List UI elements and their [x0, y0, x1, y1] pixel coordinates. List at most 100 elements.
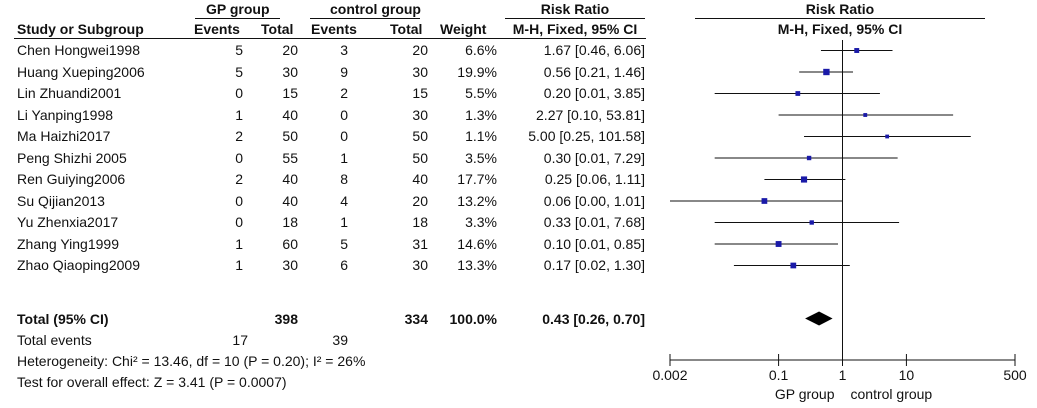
cell-e1: 0 [235, 85, 243, 101]
cell-name: Ren Guiying2006 [17, 171, 126, 187]
x-tick-label: 1 [839, 367, 847, 383]
cell-t2: 40 [412, 171, 428, 187]
group2-header: control group [330, 1, 421, 17]
cell-ci: 5.00 [0.25, 101.58] [528, 128, 645, 144]
cell-weight: 6.6% [465, 42, 497, 58]
cell-e2: 8 [340, 171, 348, 187]
cell-e2: 0 [340, 128, 348, 144]
cell-weight: 1.1% [465, 128, 497, 144]
cell-t2: 50 [412, 128, 428, 144]
cell-e1: 2 [235, 171, 243, 187]
cell-t1: 40 [282, 171, 298, 187]
plot-title-underline [695, 18, 985, 19]
cell-e1: 5 [235, 63, 243, 80]
group2-underline [310, 18, 420, 19]
cell-t2: 30 [412, 257, 428, 273]
heterogeneity-text: Heterogeneity: Chi² = 13.46, df = 10 (P … [17, 353, 366, 369]
x-label-left: GP group [775, 386, 835, 402]
cell-ci: 0.56 [0.21, 1.46] [543, 63, 645, 80]
cell-t2: 15 [412, 85, 428, 101]
cell-e2: 9 [340, 63, 348, 80]
x-tick-label: 500 [1003, 367, 1027, 383]
cell-name: Li Yanping1998 [17, 106, 114, 123]
effect-marker [806, 155, 812, 161]
cell-t2: 20 [412, 42, 428, 58]
cell-t1: 18 [282, 214, 298, 230]
cell-e1: 0 [235, 149, 243, 166]
cell-e2: 3 [340, 42, 348, 58]
cell-ci: 2.27 [0.10, 53.81] [536, 106, 645, 123]
total-weight: 100.0% [449, 311, 497, 327]
cell-weight: 17.7% [457, 171, 497, 187]
cell-ci: 1.67 [0.46, 6.06] [543, 42, 645, 58]
cell-t1: 30 [282, 63, 298, 80]
weight-header: Weight [440, 21, 487, 37]
cell-name: Ma Haizhi2017 [17, 128, 111, 144]
ratio-method-header: M-H, Fixed, 95% CI [512, 21, 638, 37]
events1-header: Events [194, 21, 240, 37]
cell-t2: 30 [412, 63, 428, 80]
effect-marker [863, 113, 868, 117]
cell-ci: 0.30 [0.01, 7.29] [543, 149, 645, 166]
cell-t1: 50 [282, 128, 298, 144]
effect-marker [790, 262, 797, 269]
cell-e2: 4 [340, 192, 348, 209]
pooled-diamond [805, 311, 833, 326]
study-column-header: Study or Subgroup [17, 21, 144, 37]
x-label-right: control group [851, 386, 933, 402]
cell-name: Lin Zhuandi2001 [17, 85, 122, 101]
effect-marker [800, 176, 808, 183]
group1-header: GP group [206, 1, 270, 17]
cell-name: Peng Shizhi 2005 [17, 149, 127, 166]
cell-e2: 6 [340, 257, 348, 273]
cell-t2: 31 [412, 235, 428, 252]
cell-ci: 0.06 [0.00, 1.01] [543, 192, 645, 209]
cell-t1: 60 [282, 235, 298, 252]
cell-t2: 30 [412, 106, 428, 123]
effect-marker [761, 198, 768, 204]
cell-ci: 0.10 [0.01, 0.85] [543, 235, 645, 252]
effect-marker [775, 241, 782, 247]
cell-e2: 0 [340, 106, 348, 123]
cell-weight: 14.6% [457, 235, 497, 252]
cell-name: Zhang Ying1999 [17, 235, 119, 252]
total-ci: 0.43 [0.26, 0.70] [542, 311, 645, 327]
risk-ratio-header: Risk Ratio [540, 1, 610, 17]
cell-e1: 0 [235, 214, 243, 230]
cell-weight: 13.2% [457, 192, 497, 209]
total-events-group2: 39 [332, 332, 348, 348]
cell-name: Chen Hongwei1998 [17, 42, 140, 58]
plot-title: Risk Ratio [805, 1, 875, 17]
cell-e1: 2 [235, 128, 243, 144]
cell-e1: 5 [235, 42, 243, 58]
cell-ci: 0.25 [0.06, 1.11] [544, 171, 645, 187]
cell-name: Zhao Qiaoping2009 [17, 257, 140, 273]
cell-e2: 5 [340, 235, 348, 252]
effect-marker [809, 220, 814, 225]
total1-header: Total [261, 21, 294, 37]
x-tick-label: 0.1 [769, 367, 789, 383]
header-rule [14, 38, 646, 39]
cell-e2: 1 [340, 214, 348, 230]
cell-e1: 1 [235, 235, 243, 252]
total-events-label: Total events [17, 332, 92, 348]
cell-weight: 19.9% [457, 63, 497, 80]
cell-t1: 30 [282, 257, 298, 273]
cell-weight: 1.3% [465, 106, 497, 123]
cell-name: Huang Xueping2006 [17, 63, 145, 80]
cell-t1: 40 [282, 106, 298, 123]
cell-weight: 3.5% [465, 149, 497, 166]
cell-e2: 1 [340, 149, 348, 166]
cell-e1: 1 [235, 106, 243, 123]
total-group1: 398 [274, 311, 298, 327]
cell-e1: 1 [235, 257, 243, 273]
cell-e1: 0 [235, 192, 243, 209]
cell-ci: 0.33 [0.01, 7.68] [543, 214, 645, 230]
cell-ci: 0.17 [0.02, 1.30] [543, 257, 645, 273]
total-events-group1: 17 [232, 332, 248, 348]
cell-t1: 15 [282, 85, 298, 101]
cell-weight: 3.3% [465, 214, 497, 230]
cell-name: Yu Zhenxia2017 [17, 214, 119, 230]
cell-t2: 50 [412, 149, 428, 166]
